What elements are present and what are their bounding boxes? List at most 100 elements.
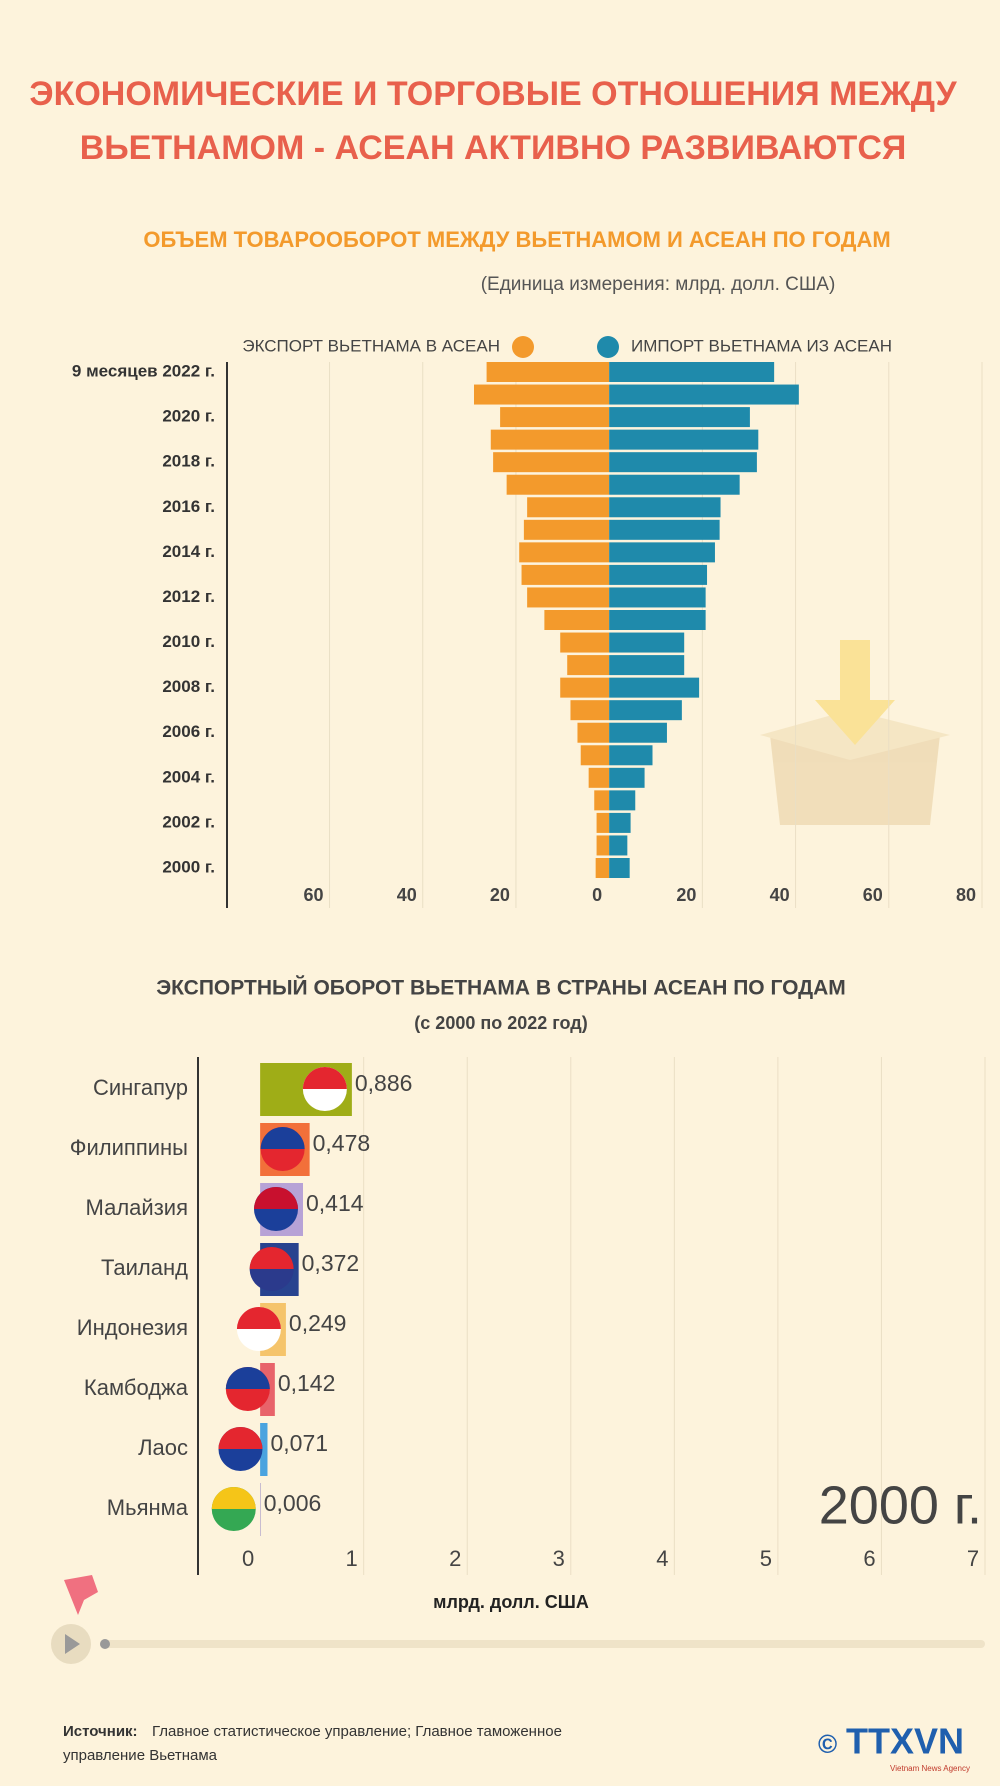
bar	[595, 858, 610, 878]
bar	[609, 655, 685, 676]
timeline-handle[interactable]	[100, 1639, 110, 1649]
y-tick-label: Таиланд	[101, 1255, 188, 1280]
x-tick-label: 60	[304, 885, 324, 905]
y-tick-label: Индонезия	[77, 1315, 188, 1340]
legend-label: ИМПОРТ ВЬЕТНАМА ИЗ АСЕАН	[631, 336, 892, 355]
bar	[609, 722, 667, 743]
value-label: 0,006	[264, 1490, 322, 1516]
flag	[236, 1307, 281, 1329]
y-tick-label: Малайзия	[86, 1195, 188, 1220]
y-tick-label: 2014 г.	[162, 542, 215, 561]
bar	[577, 722, 610, 743]
x-tick-label: 1	[346, 1546, 358, 1571]
hand-icon	[64, 1575, 98, 1615]
flag	[225, 1367, 270, 1389]
flag	[218, 1426, 263, 1449]
bar	[609, 497, 721, 518]
source-text: Главное статистическое управление; Главн…	[152, 1723, 562, 1740]
y-tick-label: 2008 г.	[162, 677, 215, 696]
flag	[254, 1187, 299, 1209]
bar	[570, 700, 610, 721]
bar	[609, 587, 706, 608]
y-tick-label: 2010 г.	[162, 632, 215, 651]
bar	[609, 542, 715, 563]
bar	[609, 812, 631, 833]
bar	[560, 677, 610, 698]
x-tick-label: 20	[676, 885, 696, 905]
bar	[609, 452, 757, 473]
main-title: ЭКОНОМИЧЕСКИЕ И ТОРГОВЫЕ ОТНОШЕНИЯ МЕЖДУ	[29, 75, 957, 113]
timeline-track[interactable]	[100, 1640, 985, 1648]
bar	[560, 632, 610, 653]
bar	[544, 610, 610, 630]
y-tick-label: Филиппины	[70, 1135, 188, 1160]
source-text: управление Вьетнама	[63, 1747, 218, 1764]
bar	[580, 745, 610, 766]
bar	[609, 564, 708, 585]
bar	[594, 790, 610, 811]
legend-swatch	[597, 336, 619, 358]
x-tick-label: 80	[956, 885, 976, 905]
bar	[506, 474, 610, 495]
x-tick-label: 3	[553, 1546, 565, 1571]
x-tick-label: 40	[770, 885, 790, 905]
play-icon[interactable]	[65, 1634, 80, 1654]
bar	[493, 452, 610, 473]
y-tick-label: Мьянма	[107, 1495, 189, 1520]
bar	[588, 767, 610, 788]
bar	[567, 655, 610, 676]
value-label: 0,478	[313, 1130, 371, 1156]
x-tick-label: 0	[592, 885, 602, 905]
bar	[609, 677, 700, 698]
bar	[523, 519, 610, 540]
bar	[609, 519, 720, 540]
y-tick-label: Камбоджа	[84, 1375, 189, 1400]
y-tick-label: 2002 г.	[162, 812, 215, 831]
x-tick-label: 5	[760, 1546, 772, 1571]
y-tick-label: 2012 г.	[162, 587, 215, 606]
bar	[609, 362, 775, 382]
x-tick-label: 40	[397, 885, 417, 905]
bar	[260, 1423, 268, 1476]
chart-title: ОБЪЕМ ТОВАРООБОРОТ МЕЖДУ ВЬЕТНАМОМ И АСЕ…	[143, 227, 890, 252]
main-title: ВЬЕТНАМОМ - АСЕАН АКТИВНО РАЗВИВАЮТСЯ	[80, 129, 907, 167]
source-label: Источник:	[63, 1723, 138, 1740]
bar	[519, 542, 610, 563]
bar	[609, 858, 630, 878]
flag	[211, 1487, 256, 1509]
value-label: 0,142	[278, 1370, 336, 1396]
x-tick-label: 4	[656, 1546, 668, 1571]
bar	[609, 429, 759, 450]
legend-swatch	[512, 336, 534, 358]
bar	[260, 1483, 261, 1536]
chart-subtitle: (с 2000 по 2022 год)	[414, 1013, 587, 1033]
flag	[249, 1247, 294, 1269]
flag	[302, 1067, 347, 1089]
y-tick-label: Лаос	[138, 1435, 188, 1460]
value-label: 0,372	[302, 1250, 360, 1276]
bar	[596, 835, 610, 856]
value-label: 0,249	[289, 1310, 347, 1336]
logo-subtitle: Vietnam News Agency	[890, 1764, 970, 1773]
y-tick-label: 2006 г.	[162, 722, 215, 741]
x-axis-label: млрд. долл. США	[433, 1592, 589, 1612]
chart-title: ЭКСПОРТНЫЙ ОБОРОТ ВЬЕТНАМА В СТРАНЫ АСЕА…	[156, 976, 846, 1000]
bar	[490, 429, 610, 450]
year-label: 2000 г.	[819, 1475, 982, 1535]
y-tick-label: 9 месяцев 2022 г.	[72, 361, 215, 380]
y-tick-label: Сингапур	[93, 1075, 188, 1100]
bar	[609, 700, 682, 721]
bar	[609, 384, 799, 405]
bar	[609, 790, 636, 811]
value-label: 0,886	[355, 1070, 413, 1096]
x-tick-label: 0	[242, 1546, 254, 1571]
x-tick-label: 20	[490, 885, 510, 905]
bar	[521, 564, 610, 585]
bar	[474, 384, 610, 405]
logo: TTXVN	[846, 1721, 964, 1762]
x-tick-label: 60	[863, 885, 883, 905]
value-label: 0,071	[270, 1430, 328, 1456]
bar	[609, 632, 685, 653]
